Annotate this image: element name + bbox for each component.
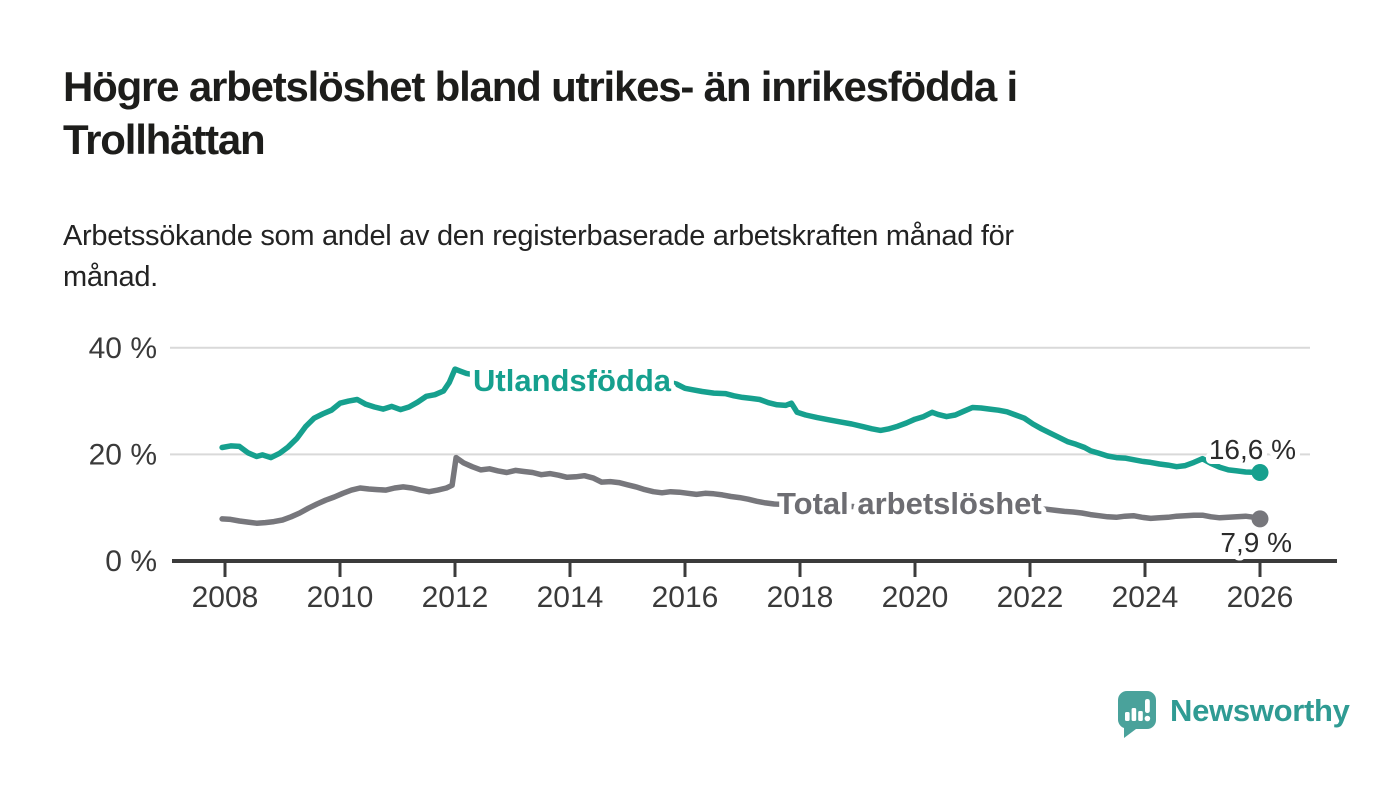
y-axis-label: 0 % <box>105 545 157 578</box>
chart-subtitle: Arbetssökande som andel av den registerb… <box>63 216 1353 298</box>
chart-subtitle-line2: månad. <box>63 261 158 293</box>
chart-title-line1: Högre arbetslöshet bland utrikes- än inr… <box>63 63 1018 110</box>
x-axis-label: 2008 <box>192 581 259 614</box>
chart-title: Högre arbetslöshet bland utrikes- än inr… <box>63 60 1353 166</box>
x-axis-label: 2012 <box>422 581 489 614</box>
x-axis-label: 2020 <box>882 581 949 614</box>
logo-bar-1 <box>1125 712 1130 721</box>
y-axis-label: 40 % <box>89 332 157 365</box>
series-line-1 <box>219 454 1263 526</box>
chart-title-line2: Trollhättan <box>63 116 266 163</box>
x-axis-label: 2024 <box>1112 581 1179 614</box>
newsworthy-logo-text: Newsworthy <box>1170 693 1350 728</box>
newsworthy-logo-icon <box>1118 691 1156 738</box>
logo-bar-2 <box>1131 708 1137 721</box>
logo-bubble-shape <box>1118 691 1156 738</box>
x-axis-label: 2018 <box>767 581 834 614</box>
x-axis-label: 2014 <box>537 581 604 614</box>
logo-exclamation-bar <box>1145 699 1150 713</box>
y-axis-label: 20 % <box>89 438 157 471</box>
newsworthy-logo: Newsworthy <box>1117 690 1350 738</box>
series-label-0: Utlandsfödda <box>473 363 672 398</box>
series-label-1: Total arbetslöshet <box>777 486 1042 521</box>
x-axis-label: 2010 <box>307 581 374 614</box>
series-end-value-1: 7,9 % <box>1220 527 1292 558</box>
series-end-dot-0 <box>1251 464 1269 482</box>
series-end-dot-1 <box>1251 510 1269 528</box>
x-axis-label: 2016 <box>652 581 719 614</box>
x-axis-label: 2022 <box>997 581 1064 614</box>
logo-exclamation-dot <box>1144 715 1151 722</box>
series-end-value-0: 16,6 % <box>1209 434 1296 465</box>
series-line-0 <box>219 366 1263 476</box>
chart-subtitle-line1: Arbetssökande som andel av den registerb… <box>63 220 1014 252</box>
logo-bar-3 <box>1138 711 1143 721</box>
x-axis-label: 2026 <box>1227 581 1294 614</box>
